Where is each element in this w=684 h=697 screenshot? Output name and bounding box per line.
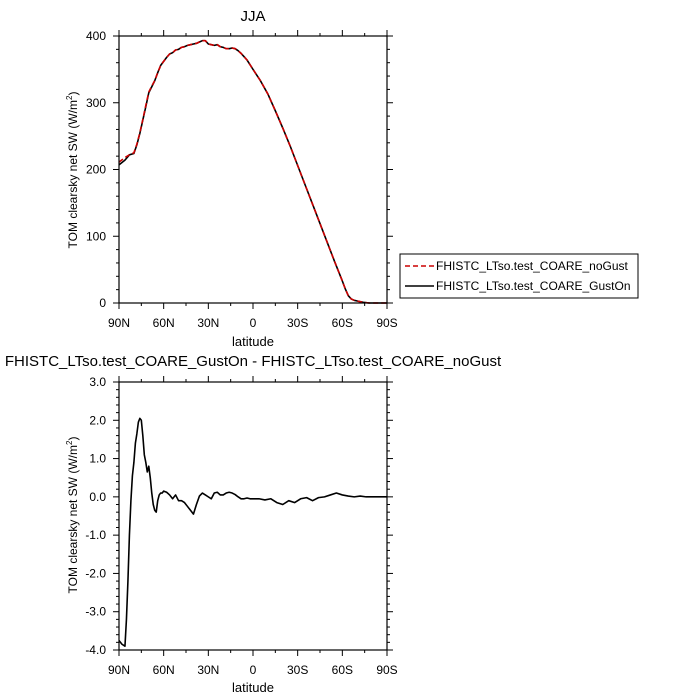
top-x-tick-label: 60S <box>332 316 353 330</box>
bottom-y-axis-label: TOM clearsky net SW (W/m2) <box>65 437 80 594</box>
bottom-y-tick-label: -2.0 <box>85 566 106 580</box>
bottom-y-tick-label: 1.0 <box>89 452 106 466</box>
bottom-y-tick-label: 0.0 <box>89 490 106 504</box>
legend: FHISTC_LTso.test_COARE_noGust FHISTC_LTs… <box>399 253 639 299</box>
top-chart-title: JJA <box>240 8 265 25</box>
top-y-tick-label: 200 <box>86 163 106 177</box>
bottom-x-tick-label: 60S <box>332 663 353 677</box>
bottom-x-tick-label: 90N <box>108 663 130 677</box>
bottom-y-tick-label: 2.0 <box>89 413 106 427</box>
top-x-axis-label: latitude <box>232 334 274 349</box>
bottom-series-line-0 <box>118 417 387 647</box>
bottom-x-tick-label: 30N <box>197 663 219 677</box>
top-y-tick-label: 300 <box>86 96 106 110</box>
top-x-tick-label: 30S <box>287 316 308 330</box>
bottom-y-tick-label: 3.0 <box>89 375 106 389</box>
bottom-ticks: 90N 60N 30N 0 30S 60S 90S -4.0 -3.0 -2.0 -1.0 0.0 1.… <box>85 375 397 677</box>
bottom-y-tick-label: -3.0 <box>85 605 106 619</box>
bottom-panel: FHISTC_LTso.test_COARE_GustOn - FHISTC_L… <box>5 353 502 695</box>
top-y-tick-label: 100 <box>86 229 106 243</box>
top-panel: JJA latitude TOM clearsky net SW (W/m2) … <box>65 8 398 349</box>
bottom-x-tick-label: 60N <box>153 663 175 677</box>
top-x-tick-label: 30N <box>197 316 219 330</box>
top-y-tick-label: 0 <box>99 296 106 310</box>
top-y-tick-label: 400 <box>86 29 106 43</box>
top-y-axis-label: TOM clearsky net SW (W/m2) <box>65 92 80 249</box>
top-series-line-0 <box>118 39 387 304</box>
top-x-tick-label: 90N <box>108 316 130 330</box>
bottom-series-lines <box>118 417 387 647</box>
bottom-x-tick-label: 90S <box>376 663 397 677</box>
top-x-tick-label: 0 <box>250 316 257 330</box>
top-series-line-1 <box>118 39 387 304</box>
top-x-tick-label: 90S <box>376 316 397 330</box>
bottom-chart-title: FHISTC_LTso.test_COARE_GustOn - FHISTC_L… <box>5 353 502 370</box>
bottom-y-tick-label: -1.0 <box>85 528 106 542</box>
bottom-plot-frame <box>118 381 388 651</box>
top-series-lines <box>118 39 387 304</box>
top-ticks: 90N 60N 30N 0 30S 60S 90S 0 100 200 300 400 <box>86 29 398 330</box>
top-x-tick-label: 60N <box>153 316 175 330</box>
bottom-x-tick-label: 30S <box>287 663 308 677</box>
legend-label-nogust: FHISTC_LTso.test_COARE_noGust <box>436 259 629 273</box>
legend-label-guston: FHISTC_LTso.test_COARE_GustOn <box>436 279 631 293</box>
bottom-x-axis-label: latitude <box>232 680 274 695</box>
bottom-y-tick-label: -4.0 <box>85 643 106 657</box>
top-plot-frame <box>118 35 388 304</box>
legend-box <box>399 253 639 299</box>
bottom-x-tick-label: 0 <box>250 663 257 677</box>
